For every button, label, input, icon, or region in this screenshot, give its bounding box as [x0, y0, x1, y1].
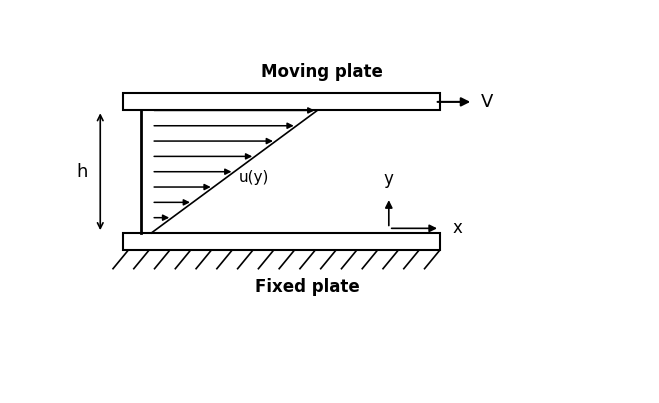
Text: Fixed plate: Fixed plate [255, 278, 359, 296]
Text: Moving plate: Moving plate [262, 63, 384, 81]
Text: x: x [453, 219, 463, 237]
Text: h: h [76, 163, 88, 181]
Bar [123, 233, 440, 250]
Bar [123, 93, 440, 110]
Text: u(y): u(y) [239, 170, 269, 185]
Text: y: y [384, 170, 393, 188]
Text: V: V [481, 93, 493, 111]
